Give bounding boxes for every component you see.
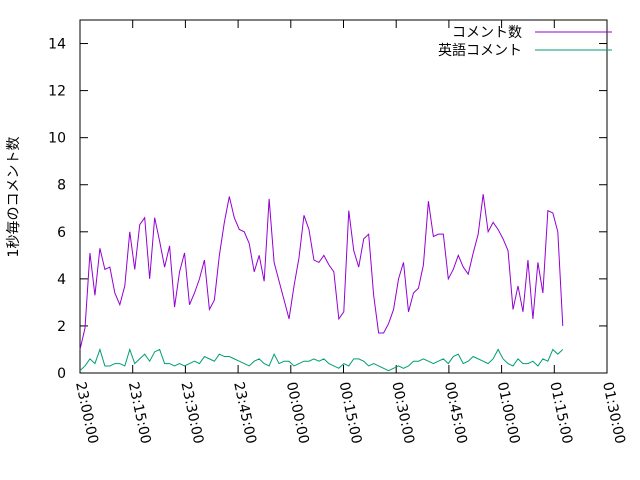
x-tick-label: 23:00:00 <box>72 381 101 446</box>
x-tick-label: 00:45:00 <box>441 381 470 446</box>
x-tick-label: 00:15:00 <box>336 381 365 446</box>
plot-border <box>79 19 608 374</box>
y-tick-label: 12 <box>48 84 66 100</box>
x-tick-label: 00:00:00 <box>283 381 312 446</box>
series-line <box>79 347 564 372</box>
y-axis-label: 1秒毎のコメント数 <box>6 137 22 258</box>
y-tick-label: 14 <box>48 37 66 53</box>
y-tick-label: 6 <box>57 225 66 241</box>
x-tick-label: 00:30:00 <box>388 381 417 446</box>
y-tick-label: 4 <box>57 272 66 288</box>
x-tick-label: 01:30:00 <box>599 381 628 446</box>
x-tick-label: 23:30:00 <box>177 381 206 446</box>
y-tick-label: 10 <box>48 131 66 147</box>
x-tick-label: 01:15:00 <box>546 381 575 446</box>
y-tick-label: 0 <box>57 366 66 382</box>
y-tick-label: 2 <box>57 319 66 335</box>
x-tick-label: 01:00:00 <box>494 381 523 446</box>
x-tick-label: 23:45:00 <box>230 381 259 446</box>
series-line <box>79 194 564 350</box>
y-tick-label: 8 <box>57 178 66 194</box>
x-tick-label: 23:15:00 <box>125 381 154 446</box>
legend-label: 英語コメント <box>438 42 522 59</box>
legend-label: コメント数 <box>452 25 522 41</box>
